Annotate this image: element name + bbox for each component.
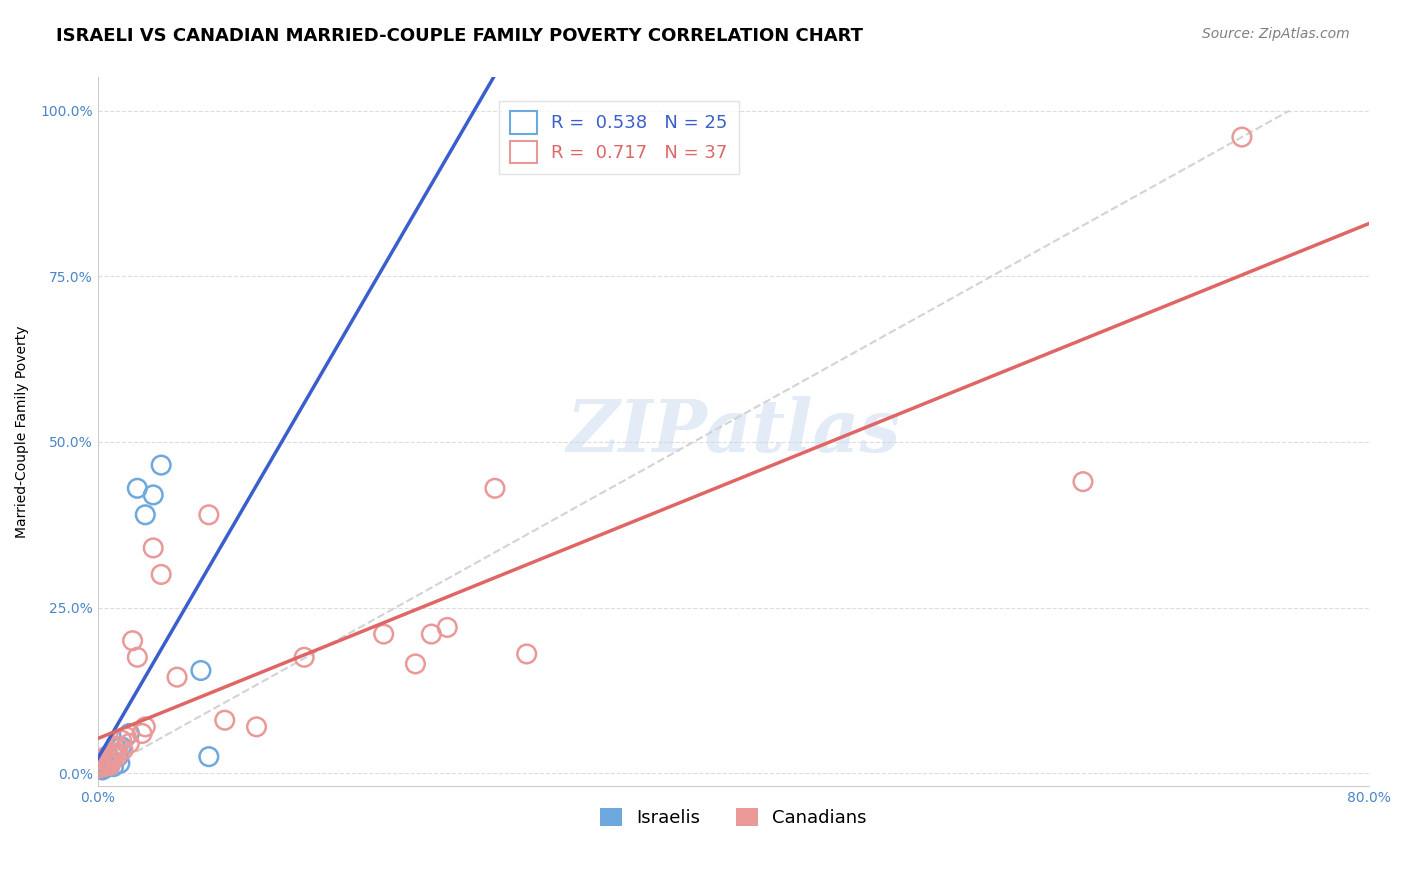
Point bbox=[420, 627, 443, 641]
Point bbox=[1230, 130, 1253, 145]
Point bbox=[94, 753, 117, 767]
Point bbox=[98, 756, 121, 771]
Y-axis label: Married-Couple Family Poverty: Married-Couple Family Poverty bbox=[15, 326, 30, 538]
Point bbox=[112, 743, 135, 757]
Point bbox=[97, 759, 120, 773]
Point bbox=[96, 753, 118, 767]
Point bbox=[373, 627, 395, 641]
Point bbox=[484, 481, 506, 495]
Point bbox=[131, 726, 153, 740]
Point bbox=[90, 758, 112, 772]
Point bbox=[134, 720, 156, 734]
Point bbox=[245, 720, 267, 734]
Point bbox=[198, 749, 221, 764]
Point bbox=[121, 633, 143, 648]
Point bbox=[150, 458, 173, 472]
Point bbox=[103, 749, 125, 764]
Point bbox=[118, 726, 141, 740]
Point bbox=[134, 508, 156, 522]
Point bbox=[91, 756, 114, 771]
Text: ZIPatlas: ZIPatlas bbox=[567, 396, 900, 467]
Point bbox=[96, 754, 118, 768]
Point bbox=[94, 761, 117, 775]
Point bbox=[118, 736, 141, 750]
Point bbox=[89, 759, 111, 773]
Point bbox=[93, 759, 115, 773]
Text: ISRAELI VS CANADIAN MARRIED-COUPLE FAMILY POVERTY CORRELATION CHART: ISRAELI VS CANADIAN MARRIED-COUPLE FAMIL… bbox=[56, 27, 863, 45]
Point bbox=[91, 763, 114, 777]
Point bbox=[90, 758, 112, 772]
Point bbox=[108, 756, 131, 771]
Point bbox=[110, 733, 132, 747]
Point bbox=[166, 670, 188, 684]
Point bbox=[94, 749, 117, 764]
Point bbox=[104, 739, 127, 754]
Point bbox=[89, 761, 111, 775]
Point bbox=[101, 753, 124, 767]
Point bbox=[97, 756, 120, 771]
Point bbox=[404, 657, 426, 671]
Text: Source: ZipAtlas.com: Source: ZipAtlas.com bbox=[1202, 27, 1350, 41]
Point bbox=[105, 749, 128, 764]
Point bbox=[214, 713, 236, 727]
Point bbox=[1071, 475, 1094, 489]
Point bbox=[107, 749, 129, 764]
Point bbox=[91, 761, 114, 775]
Point bbox=[103, 747, 125, 761]
Point bbox=[103, 759, 125, 773]
Point bbox=[142, 541, 165, 555]
Point bbox=[127, 650, 149, 665]
Point bbox=[98, 758, 121, 772]
Point bbox=[115, 730, 138, 744]
Point bbox=[142, 488, 165, 502]
Point bbox=[107, 739, 129, 754]
Point bbox=[110, 739, 132, 754]
Point bbox=[150, 567, 173, 582]
Point bbox=[94, 754, 117, 768]
Point bbox=[104, 747, 127, 761]
Point bbox=[101, 753, 124, 767]
Point bbox=[190, 664, 212, 678]
Point bbox=[516, 647, 538, 661]
Point bbox=[93, 756, 115, 771]
Point bbox=[436, 620, 458, 634]
Legend: Israelis, Canadians: Israelis, Canadians bbox=[593, 800, 875, 834]
Point bbox=[292, 650, 315, 665]
Point bbox=[97, 749, 120, 764]
Point bbox=[127, 481, 149, 495]
Point bbox=[198, 508, 221, 522]
